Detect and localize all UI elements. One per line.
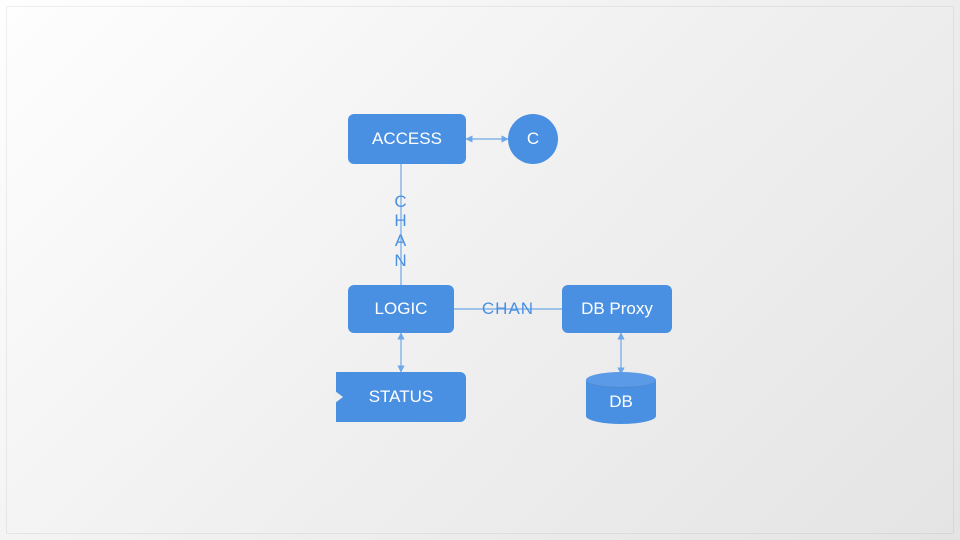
edge-label-logic-dbproxy: CHAN xyxy=(476,300,540,318)
node-dbproxy-label: DB Proxy xyxy=(581,299,653,319)
node-status-label: STATUS xyxy=(369,387,434,407)
node-c-label: C xyxy=(527,129,539,149)
chan-v-n: N xyxy=(394,251,407,271)
chan-v-h: H xyxy=(394,211,407,231)
node-dbproxy: DB Proxy xyxy=(562,285,672,333)
status-notch-icon xyxy=(335,391,343,403)
chan-h-label: CHAN xyxy=(482,299,534,319)
diagram-frame xyxy=(6,6,954,534)
node-logic-label: LOGIC xyxy=(375,299,428,319)
node-db-label: DB xyxy=(586,392,656,412)
node-access: ACCESS xyxy=(348,114,466,164)
node-access-label: ACCESS xyxy=(372,129,442,149)
node-c: C xyxy=(508,114,558,164)
chan-v-c: C xyxy=(394,192,407,212)
node-status: STATUS xyxy=(336,372,466,422)
node-logic: LOGIC xyxy=(348,285,454,333)
edge-label-access-logic: C H A N xyxy=(392,186,410,276)
connectors xyxy=(0,0,960,540)
node-db: DB xyxy=(586,372,656,424)
chan-v-a: A xyxy=(395,231,407,251)
